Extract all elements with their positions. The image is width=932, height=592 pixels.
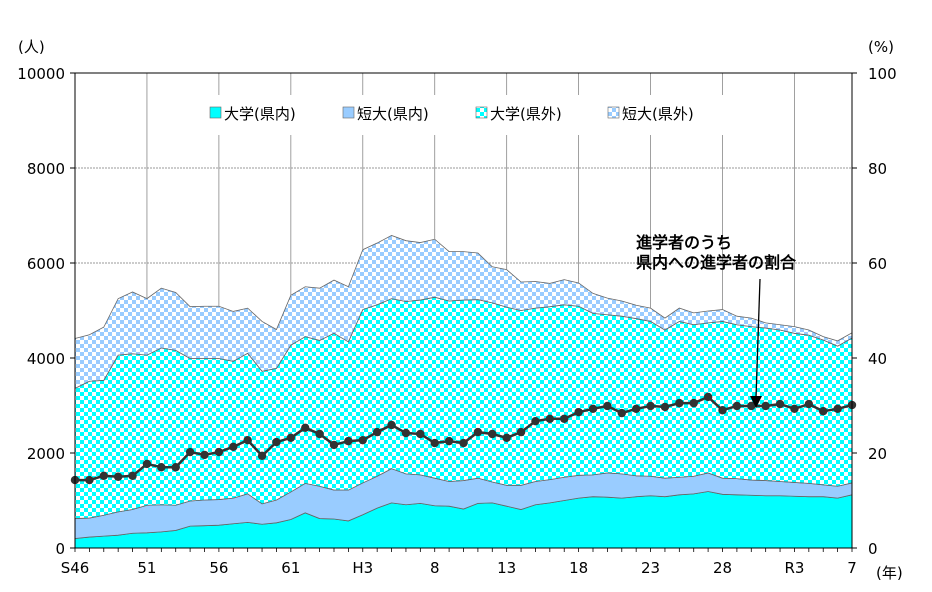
ratio-point [444, 436, 454, 446]
y-right-tick-label: 60 [868, 255, 887, 273]
annotation-line-1: 進学者のうち [636, 233, 732, 252]
ratio-point [660, 402, 670, 412]
x-unit-label: (年) [876, 564, 903, 582]
ratio-point [574, 407, 583, 417]
ratio-point [372, 427, 382, 437]
ratio-point [401, 428, 411, 438]
ratio-point [99, 471, 108, 480]
ratio-point [272, 437, 281, 447]
ratio-point [473, 427, 483, 437]
legend-swatch-1 [209, 106, 222, 119]
legend-label-1: 大学(県内) [224, 105, 296, 123]
ratio-point [214, 447, 224, 457]
ratio-point [804, 399, 814, 409]
ratio-point [286, 433, 296, 442]
y-left-tick-label: 2000 [27, 445, 65, 463]
ratio-point [185, 447, 195, 457]
ratio-point [617, 408, 626, 418]
axes: 0 2000 4000 6000 8000 10000 0 20 40 60 80 100 S46 51 5… [17, 65, 896, 577]
ratio-point [315, 429, 324, 439]
ratio-point [344, 436, 353, 446]
ratio-point [646, 401, 655, 411]
x-tick-label: 28 [713, 559, 732, 577]
x-tick-label: 56 [209, 559, 228, 577]
ratio-point [790, 404, 799, 414]
y-right-tick-label: 20 [868, 445, 887, 463]
legend-label-3: 大学(県外) [490, 105, 562, 123]
ratio-point [516, 427, 526, 437]
legend-swatch-3 [475, 106, 488, 119]
y-left-tick-label: 4000 [27, 350, 65, 368]
y-right-tick-label: 0 [868, 540, 878, 558]
y-left-unit-label: (人) [18, 38, 45, 56]
ratio-point [732, 401, 742, 411]
legend-swatch-2 [342, 106, 355, 119]
ratio-point [257, 451, 267, 461]
legend-label-4: 短大(県外) [622, 105, 694, 123]
ratio-point [775, 399, 785, 409]
ratio-point [689, 398, 698, 408]
x-tick-label: 13 [497, 559, 516, 577]
ratio-point [833, 404, 842, 414]
x-tick-label: 18 [569, 559, 588, 577]
ratio-point [142, 459, 152, 469]
ratio-point [329, 440, 339, 450]
ratio-point [85, 475, 94, 485]
legend-label-2: 短大(県内) [357, 105, 429, 123]
x-tick-label: 8 [430, 559, 440, 577]
ratio-point [430, 438, 439, 448]
ratio-point [200, 450, 209, 460]
ratio-point [718, 406, 727, 415]
x-tick-label: S46 [61, 559, 90, 577]
legend: 大学(県内) 短大(県内) 大学(県外) 短大(県外) [200, 95, 730, 135]
y-left-tick-label: 6000 [27, 255, 65, 273]
ratio-point [488, 429, 497, 439]
ratio-point [459, 438, 468, 448]
ratio-point [761, 401, 770, 411]
annotation-arrow [755, 278, 761, 399]
x-tick-label: H3 [352, 559, 373, 577]
ratio-point [560, 414, 569, 423]
ratio-point [387, 420, 396, 430]
ratio-point [243, 435, 252, 445]
ratio-point [171, 463, 180, 472]
y-left-tick-label: 10000 [17, 65, 65, 83]
ratio-point [747, 401, 756, 411]
x-tick-label: R3 [784, 559, 804, 577]
x-tick-label: 23 [641, 559, 660, 577]
ratio-point [703, 392, 713, 402]
ratio-point [545, 414, 555, 423]
ratio-point [128, 471, 137, 480]
ratio-point [819, 407, 828, 416]
annotation-line-2: 県内への進学者の割合 [636, 253, 797, 272]
stacked-areas [74, 235, 853, 549]
y-right-tick-label: 80 [868, 160, 887, 178]
y-left-tick-label: 8000 [27, 160, 65, 178]
legend-swatch-4 [607, 106, 620, 119]
x-tick-label: 7 [847, 559, 857, 577]
annotation-arrowhead [750, 396, 762, 408]
ratio-point [301, 423, 310, 433]
y-right-tick-label: 40 [868, 350, 887, 368]
ratio-point [502, 433, 511, 442]
x-tick-label: 51 [137, 559, 156, 577]
y-right-tick-label: 100 [868, 65, 897, 83]
ratio-point [113, 472, 123, 481]
legend-background [200, 95, 730, 135]
ratio-point [358, 435, 367, 445]
ratio-point [603, 401, 612, 411]
ratio-point [675, 398, 684, 408]
ratio-point [631, 404, 641, 414]
ratio-point [416, 429, 425, 439]
ratio-point [229, 442, 238, 452]
ratio-point [531, 416, 540, 426]
x-tick-label: 61 [281, 559, 300, 577]
ratio-line-series [70, 392, 857, 485]
y-right-unit-label: (%) [868, 38, 894, 56]
y-left-tick-label: 0 [55, 540, 65, 558]
ratio-point [157, 463, 166, 472]
ratio-point [588, 404, 598, 414]
